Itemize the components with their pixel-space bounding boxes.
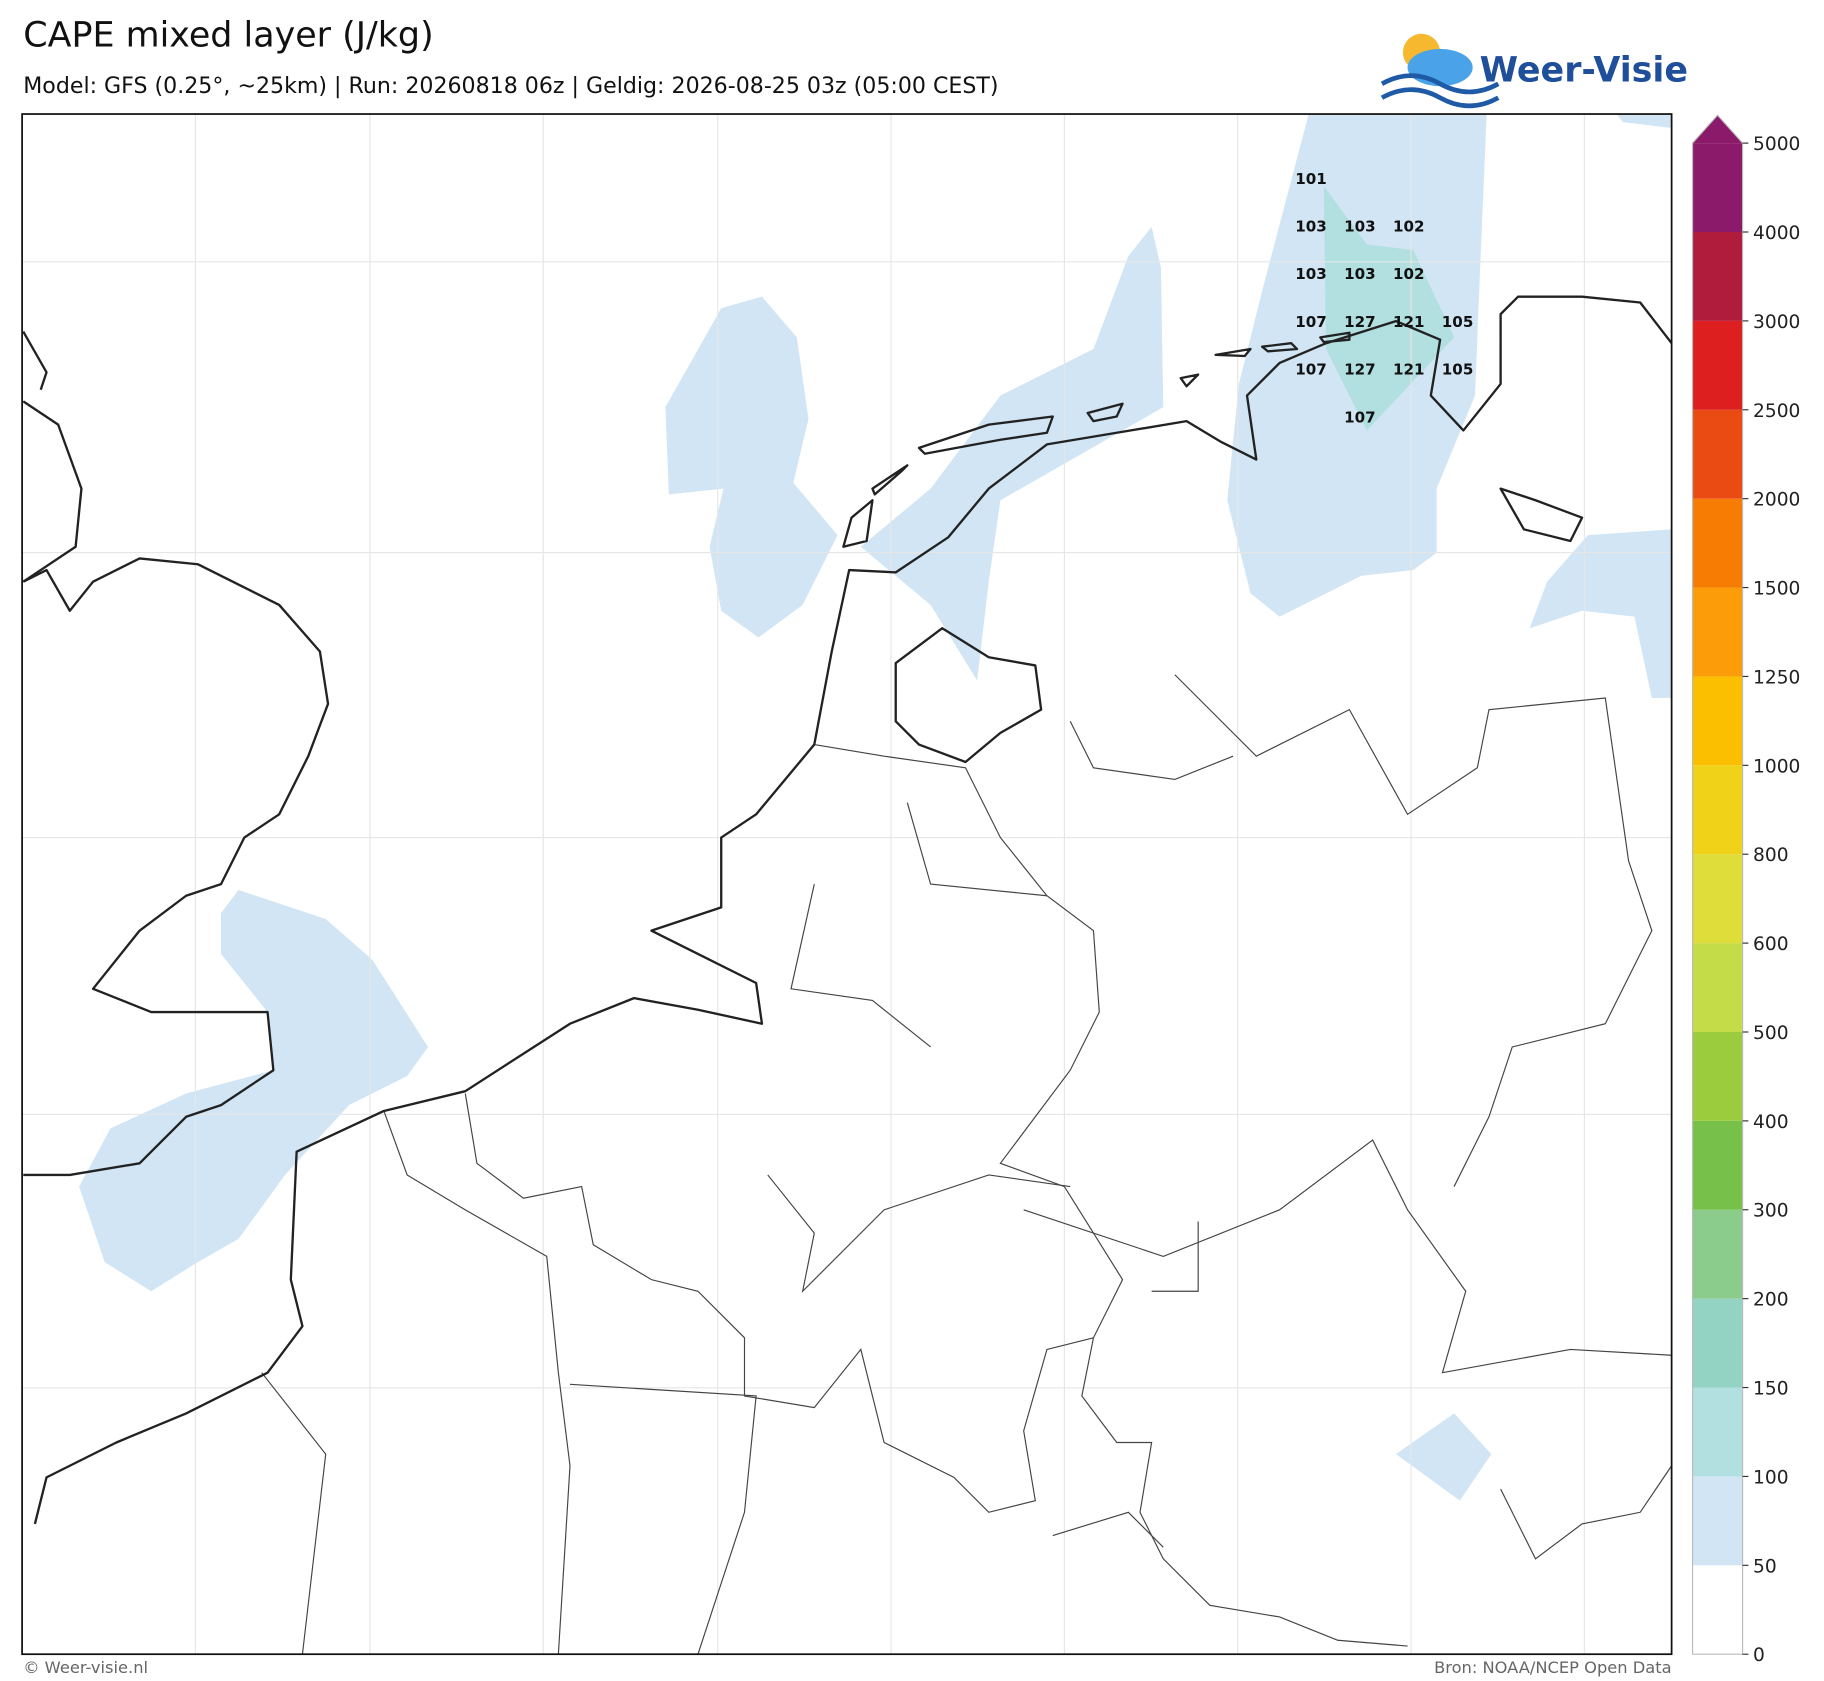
point-label: 121: [1393, 313, 1425, 331]
logo-cloud: [1407, 48, 1473, 87]
coastline: [22, 557, 330, 1177]
colorbar-segment: [1692, 587, 1743, 677]
colorbar-segment: [1692, 1298, 1743, 1388]
colorbar-tick-label: 3000: [1753, 312, 1800, 333]
grid: [22, 114, 1672, 1655]
island: [1499, 487, 1584, 543]
title: CAPE mixed layer (J/kg): [23, 16, 433, 56]
coastlines: [22, 295, 1673, 1525]
point-label: 107: [1295, 313, 1327, 331]
cape-area: [1323, 186, 1455, 431]
footer-credit: © Weer-visie.nl: [23, 1658, 148, 1677]
colorbar-tick-label: 300: [1753, 1201, 1789, 1222]
cape-area: [1395, 1413, 1492, 1501]
cape-area: [79, 889, 429, 1292]
point-label: 107: [1344, 408, 1376, 426]
colorbar-tick-label: 4000: [1753, 223, 1800, 244]
colorbar-extension: [1692, 115, 1743, 144]
colorbar-segment: [1692, 1120, 1743, 1210]
point-label: 107: [1295, 361, 1327, 379]
colorbar-tick-label: 0: [1753, 1645, 1765, 1666]
logo: Weer-Visie: [1380, 33, 1688, 109]
point-label: 102: [1393, 218, 1425, 236]
colorbar-segment: [1692, 854, 1743, 944]
point-label: 103: [1295, 218, 1327, 236]
border: [464, 1093, 1094, 1513]
lake-coast: [894, 627, 1043, 764]
point-label: 103: [1344, 218, 1376, 236]
colorbar-segment: [1692, 943, 1743, 1032]
colorbar-tick-label: 2000: [1753, 490, 1800, 511]
border: [261, 674, 1673, 1655]
colorbar-tick-label: 150: [1753, 1379, 1789, 1400]
logo-text: Weer-Visie: [1480, 50, 1688, 90]
colorbar-tick-label: 2500: [1753, 401, 1800, 422]
colorbar-segment: [1692, 1031, 1743, 1121]
point-label: 127: [1344, 313, 1376, 331]
point-labels: 101 103 103 102 103 103 102 107 127 121 105 107 127 1…: [1295, 170, 1473, 426]
colorbar-segment: [1692, 320, 1743, 410]
colorbar-segment: [1692, 1476, 1743, 1566]
colorbar-tick-label: 600: [1753, 934, 1789, 955]
colorbar-segment: [1692, 143, 1743, 233]
colorbar: 0 50 100 150 200 300 400 500 600 800 1000 1250 1500 2…: [1691, 114, 1800, 1666]
colorbar-tick-label: 200: [1753, 1290, 1789, 1311]
colorbar-tick-label: 50: [1753, 1556, 1777, 1577]
point-label: 102: [1393, 265, 1425, 283]
colorbar-tick-label: 1250: [1753, 667, 1800, 688]
footer-source: Bron: NOAA/NCEP Open Data: [1434, 1658, 1672, 1677]
colorbar-segment: [1692, 1387, 1743, 1477]
point-label: 121: [1393, 361, 1425, 379]
colorbar-tick-label: 1500: [1753, 579, 1800, 600]
point-label: 127: [1344, 361, 1376, 379]
map-frame: [21, 113, 1673, 1656]
point-label: 101: [1295, 170, 1327, 188]
island: [842, 331, 1351, 548]
cape-area: [1616, 114, 1672, 128]
point-label: 103: [1344, 265, 1376, 283]
colorbar-tick-label: 5000: [1753, 134, 1800, 155]
colorbar-segment: [1692, 676, 1743, 766]
coastline: [22, 330, 83, 583]
point-label: 105: [1442, 361, 1474, 379]
colorbar-tick-label: 100: [1753, 1467, 1789, 1488]
cape-area: [1529, 529, 1672, 698]
point-label: 105: [1442, 313, 1474, 331]
map-area: 101 103 103 102 103 103 102 107 127 121 105 107 127 1…: [21, 113, 1673, 1656]
colorbar-segment: [1692, 1565, 1743, 1655]
colorbar-segment: [1692, 765, 1743, 855]
coastline: [33, 295, 1673, 1525]
subtitle: Model: GFS (0.25°, ~25km) | Run: 2026081…: [23, 73, 998, 99]
point-label: 103: [1295, 265, 1327, 283]
colorbar-segment: [1692, 1209, 1743, 1299]
colorbar-segment: [1692, 498, 1743, 588]
grid-lines: [22, 114, 1672, 1655]
colorbar-tick-label: 400: [1753, 1112, 1789, 1133]
cape-fill: [79, 114, 1672, 1501]
colorbar-segment: [1692, 409, 1743, 499]
logo-waves: [1380, 73, 1500, 109]
cape-area: [860, 226, 1164, 681]
colorbar-tick-label: 500: [1753, 1023, 1789, 1044]
colorbar-frame: [1691, 114, 1744, 1655]
colorbar-tick-label: 1000: [1753, 756, 1800, 777]
borders: [261, 674, 1673, 1655]
colorbar-tick-label: 800: [1753, 845, 1789, 866]
colorbar-segment: [1692, 232, 1743, 321]
